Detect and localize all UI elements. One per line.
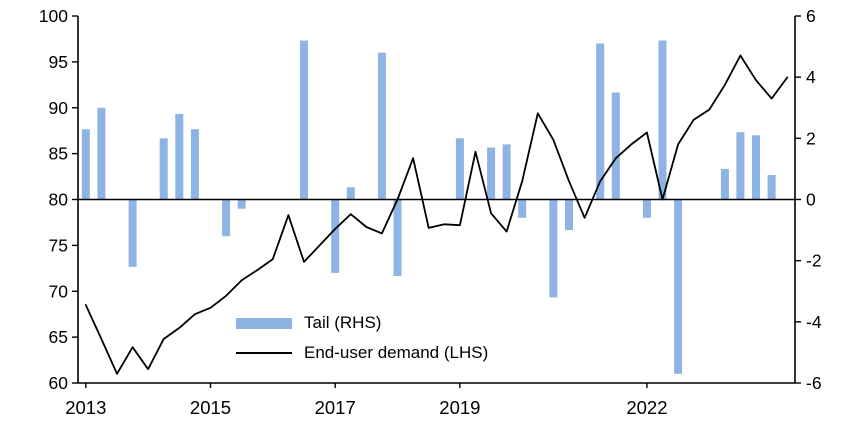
x-tick-label: 2013 <box>65 397 106 418</box>
left-tick-label: 80 <box>49 190 69 210</box>
bar <box>658 40 667 200</box>
x-tick-label: 2017 <box>315 397 356 418</box>
x-tick-label: 2022 <box>626 397 667 418</box>
right-tick-label: -2 <box>806 251 822 271</box>
left-tick-label: 75 <box>49 235 68 255</box>
bar <box>596 43 605 200</box>
right-tick-label: 2 <box>806 128 816 148</box>
bar <box>736 132 745 200</box>
bar <box>377 52 386 200</box>
x-tick-label: 2015 <box>190 397 231 418</box>
right-tick-label: -4 <box>806 312 822 332</box>
right-tick-label: 4 <box>806 67 816 87</box>
right-tick-label: -6 <box>806 373 822 393</box>
left-tick-label: 85 <box>49 144 68 164</box>
bar <box>674 199 683 374</box>
legend-label-demand: End-user demand (LHS) <box>304 343 489 362</box>
chart-legend: Tail (RHS) End-user demand (LHS) <box>236 312 488 364</box>
bar <box>159 138 168 200</box>
bar <box>767 175 776 200</box>
bar <box>518 199 527 218</box>
bar <box>237 199 246 209</box>
right-tick-label: 0 <box>806 190 816 210</box>
bar <box>642 199 651 218</box>
left-tick-label: 95 <box>49 52 68 72</box>
left-tick-label: 90 <box>49 98 69 118</box>
left-tick-label: 100 <box>39 6 68 26</box>
tail-bar-swatch-icon <box>236 317 292 329</box>
bar <box>565 199 573 231</box>
bar <box>502 144 511 200</box>
bar <box>346 187 355 200</box>
bar <box>393 199 402 276</box>
bar <box>455 138 464 200</box>
bar <box>81 129 90 200</box>
bar <box>549 199 558 298</box>
left-tick-label: 70 <box>49 281 69 301</box>
legend-label-tail: Tail (RHS) <box>304 313 382 332</box>
bar <box>331 199 340 273</box>
legend-item-tail: Tail (RHS) <box>236 312 488 334</box>
bar <box>611 92 620 200</box>
bar <box>487 147 496 200</box>
bar <box>720 168 729 200</box>
bar <box>97 107 106 200</box>
bar <box>222 199 231 237</box>
legend-item-demand: End-user demand (LHS) <box>236 342 488 364</box>
bar <box>175 113 184 200</box>
bar <box>300 40 308 200</box>
right-tick-label: 6 <box>806 6 816 26</box>
left-tick-label: 65 <box>49 327 68 347</box>
left-tick-label: 60 <box>49 373 69 393</box>
bar <box>190 129 199 200</box>
bar <box>128 199 137 267</box>
demand-line-swatch-icon <box>236 351 292 355</box>
line-series <box>84 54 789 375</box>
x-tick-label: 2019 <box>439 397 480 418</box>
bar <box>752 135 760 200</box>
